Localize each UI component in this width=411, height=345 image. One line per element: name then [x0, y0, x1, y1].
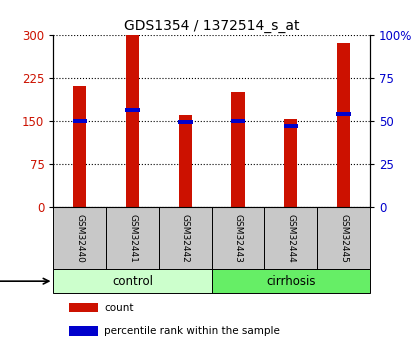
Text: GSM32445: GSM32445: [339, 214, 348, 263]
Bar: [231, 119, 245, 123]
Bar: [159, 207, 212, 269]
Title: GDS1354 / 1372514_s_at: GDS1354 / 1372514_s_at: [124, 19, 300, 33]
Bar: [212, 269, 370, 293]
Bar: [317, 207, 370, 269]
Text: GSM32441: GSM32441: [128, 214, 137, 263]
Text: control: control: [112, 275, 153, 288]
Text: count: count: [104, 303, 134, 313]
Bar: [231, 92, 245, 207]
Bar: [336, 112, 351, 116]
Bar: [69, 303, 98, 313]
Text: GSM32444: GSM32444: [286, 214, 295, 263]
Bar: [106, 207, 159, 269]
Text: GSM32442: GSM32442: [181, 214, 190, 263]
Bar: [73, 119, 87, 123]
Bar: [284, 124, 298, 128]
Text: percentile rank within the sample: percentile rank within the sample: [104, 326, 280, 336]
Bar: [284, 119, 298, 207]
Bar: [126, 34, 139, 207]
Bar: [178, 120, 192, 125]
Text: cirrhosis: cirrhosis: [266, 275, 316, 288]
Bar: [212, 207, 264, 269]
Text: GSM32440: GSM32440: [75, 214, 84, 263]
Bar: [53, 207, 106, 269]
Text: GSM32443: GSM32443: [233, 214, 242, 263]
Bar: [73, 86, 86, 207]
Bar: [53, 269, 212, 293]
Bar: [337, 43, 350, 207]
Bar: [179, 115, 192, 207]
Bar: [69, 326, 98, 336]
Bar: [264, 207, 317, 269]
Bar: [125, 108, 140, 112]
